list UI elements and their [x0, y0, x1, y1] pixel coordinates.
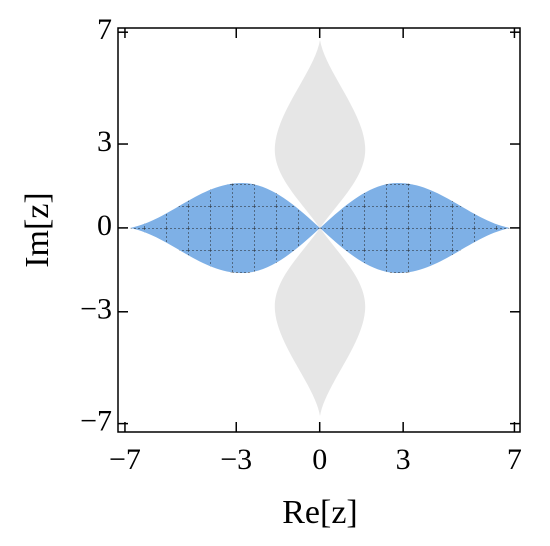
x-tick-label: 0: [312, 443, 327, 476]
y-axis-label: Im[z]: [19, 192, 56, 268]
x-tick-label: 3: [396, 443, 411, 476]
gray-lobe: [274, 40, 366, 228]
x-tick-label: −7: [109, 443, 141, 476]
regions: [130, 40, 510, 416]
y-tick-label: −3: [80, 293, 112, 326]
x-axis-label: Re[z]: [282, 494, 358, 531]
gray-lobe: [274, 228, 366, 416]
x-tick-label: 7: [507, 443, 522, 476]
y-tick-label: 3: [97, 125, 112, 158]
y-tick-label: 7: [97, 13, 112, 46]
y-tick-label: −7: [80, 405, 112, 438]
y-tick-label: 0: [97, 209, 112, 242]
x-tick-label: −3: [220, 443, 252, 476]
